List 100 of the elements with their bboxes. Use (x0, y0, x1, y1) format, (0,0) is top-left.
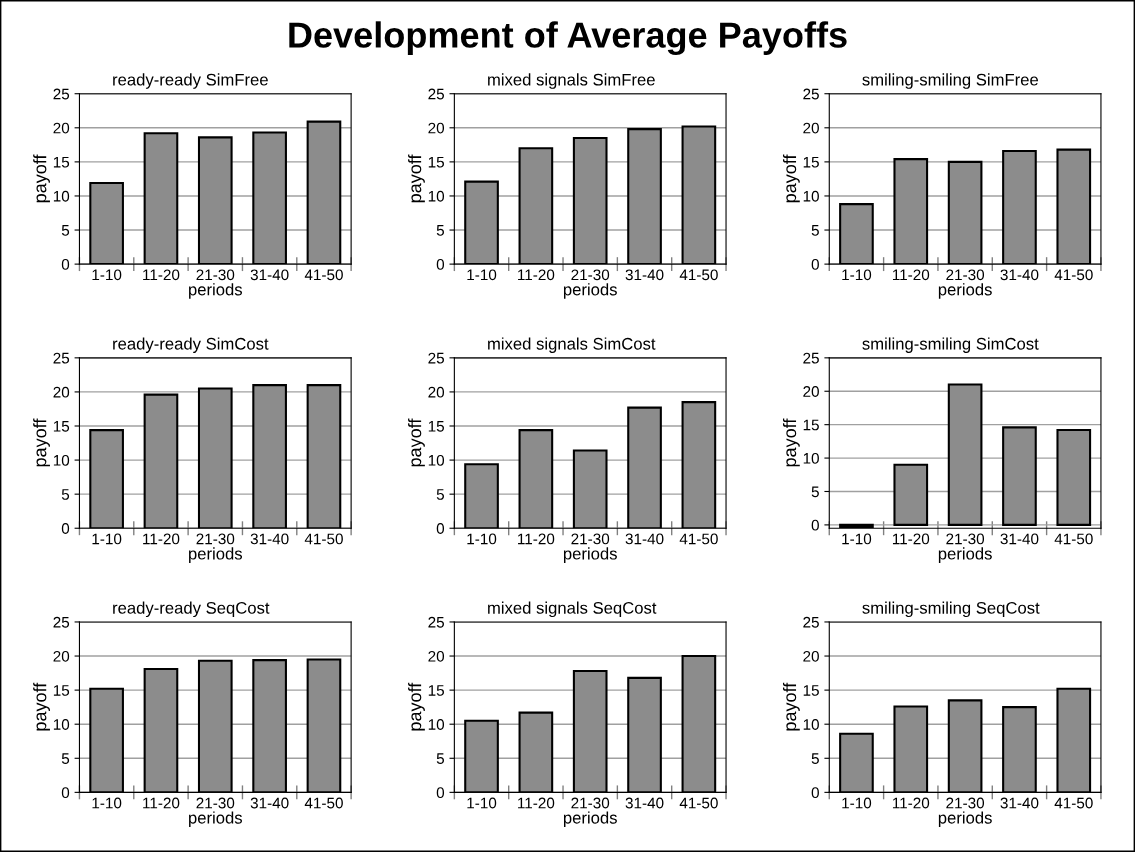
y-tick-label: 25 (803, 352, 819, 364)
y-tick-label: 15 (428, 156, 444, 168)
y-tick-label: 0 (811, 519, 819, 531)
y-tick-label: 5 (61, 225, 70, 236)
x-tick-label: 11-20 (518, 533, 555, 545)
bar (464, 463, 499, 529)
x-tick-label: 11-20 (143, 797, 180, 809)
y-tick-label: 10 (803, 719, 819, 730)
x-tick-label: 11-20 (518, 797, 555, 809)
chart-title: smiling-smiling SimFree (862, 73, 1039, 89)
x-tick-label: 31-40 (625, 269, 664, 281)
x-axis-title: periods (189, 547, 243, 563)
y-tick-label: 15 (803, 419, 819, 431)
x-axis-title: periods (563, 283, 617, 299)
bar (627, 406, 662, 529)
y-tick-label: 10 (53, 719, 70, 730)
bar (1002, 426, 1037, 526)
chart-title: mixed signals SimFree (488, 73, 655, 89)
y-tick-label: 5 (61, 753, 70, 764)
x-axis-title: periods (563, 811, 617, 827)
x-tick-label: 1-10 (842, 533, 872, 545)
bar (252, 659, 287, 793)
x-tick-label: 31-40 (1000, 269, 1039, 281)
bar (893, 705, 929, 793)
y-axis-title: payoff (33, 418, 50, 467)
x-tick-label: 11-20 (143, 269, 180, 281)
x-axis-title: periods (938, 811, 992, 827)
y-tick-label: 10 (803, 452, 819, 464)
x-tick-label: 41-50 (679, 797, 718, 809)
y-tick-label: 5 (811, 486, 819, 498)
x-tick-label: 21-30 (946, 269, 985, 281)
bar (306, 658, 342, 793)
bar (1056, 687, 1092, 793)
y-tick-label: 20 (803, 650, 819, 662)
y-tick-label: 25 (53, 352, 70, 364)
y-tick-label: 0 (436, 523, 445, 534)
x-tick-label: 21-30 (196, 797, 235, 809)
bar (197, 659, 233, 793)
x-tick-label: 41-50 (1054, 797, 1093, 809)
y-tick-label: 0 (436, 258, 445, 270)
x-tick-label: 1-10 (467, 269, 497, 281)
y-axis-title: payoff (33, 682, 50, 731)
y-tick-label: 20 (428, 122, 445, 134)
y-tick-label: 0 (61, 787, 70, 799)
bar (464, 719, 499, 793)
y-tick-label: 5 (436, 225, 444, 236)
y-tick-label: 5 (61, 489, 70, 500)
bar (143, 393, 179, 529)
y-axis-title: payoff (782, 682, 800, 731)
y-tick-label: 0 (61, 258, 70, 270)
x-axis-title: periods (938, 283, 992, 299)
x-tick-label: 21-30 (196, 269, 235, 281)
x-tick-label: 21-30 (946, 533, 985, 545)
y-axis-title: payoff (408, 682, 425, 731)
y-tick-label: 20 (428, 386, 445, 398)
x-tick-label: 31-40 (1000, 533, 1039, 545)
x-tick-label: 41-50 (1054, 269, 1093, 281)
bar (947, 383, 983, 526)
bar (252, 384, 287, 529)
x-tick-label: 11-20 (518, 269, 555, 281)
x-tick-label: 21-30 (571, 269, 610, 281)
bar (947, 699, 983, 793)
x-axis-title: periods (189, 283, 243, 299)
bar (893, 463, 929, 526)
x-tick-label: 41-50 (679, 269, 718, 281)
chart-title: ready-ready SeqCost (113, 601, 270, 618)
y-tick-label: 10 (803, 190, 819, 202)
y-tick-label: 15 (428, 421, 444, 432)
x-tick-label: 11-20 (143, 533, 180, 545)
text: Development of Average Payoffs (289, 21, 847, 56)
y-tick-label: 20 (53, 122, 70, 134)
x-tick-label: 31-40 (250, 797, 289, 809)
y-tick-label: 10 (428, 190, 445, 202)
y-tick-label: 0 (436, 787, 445, 799)
bar (1002, 706, 1037, 793)
y-tick-label: 15 (803, 685, 819, 696)
x-tick-label: 11-20 (892, 533, 930, 545)
y-tick-label: 25 (428, 88, 444, 100)
bar (681, 655, 717, 793)
x-tick-label: 31-40 (625, 533, 664, 545)
bar (197, 387, 233, 529)
x-axis-title: periods (563, 547, 617, 563)
y-tick-label: 20 (428, 650, 445, 662)
bar (1056, 428, 1092, 526)
y-tick-label: 10 (53, 190, 70, 202)
y-tick-label: 25 (53, 88, 70, 100)
bar (681, 401, 717, 529)
bar (89, 687, 124, 793)
y-tick-label: 20 (803, 122, 819, 134)
y-tick-label: 15 (428, 685, 444, 696)
y-tick-label: 5 (436, 753, 444, 764)
y-tick-label: 5 (436, 489, 444, 500)
x-tick-label: 1-10 (92, 269, 122, 281)
chart-title: ready-ready SimFree (113, 73, 268, 89)
y-tick-label: 0 (811, 787, 819, 799)
y-tick-label: 5 (811, 225, 819, 236)
y-tick-label: 25 (803, 88, 819, 100)
x-tick-label: 1-10 (842, 269, 872, 281)
bar (143, 667, 179, 793)
y-tick-label: 20 (53, 650, 70, 662)
